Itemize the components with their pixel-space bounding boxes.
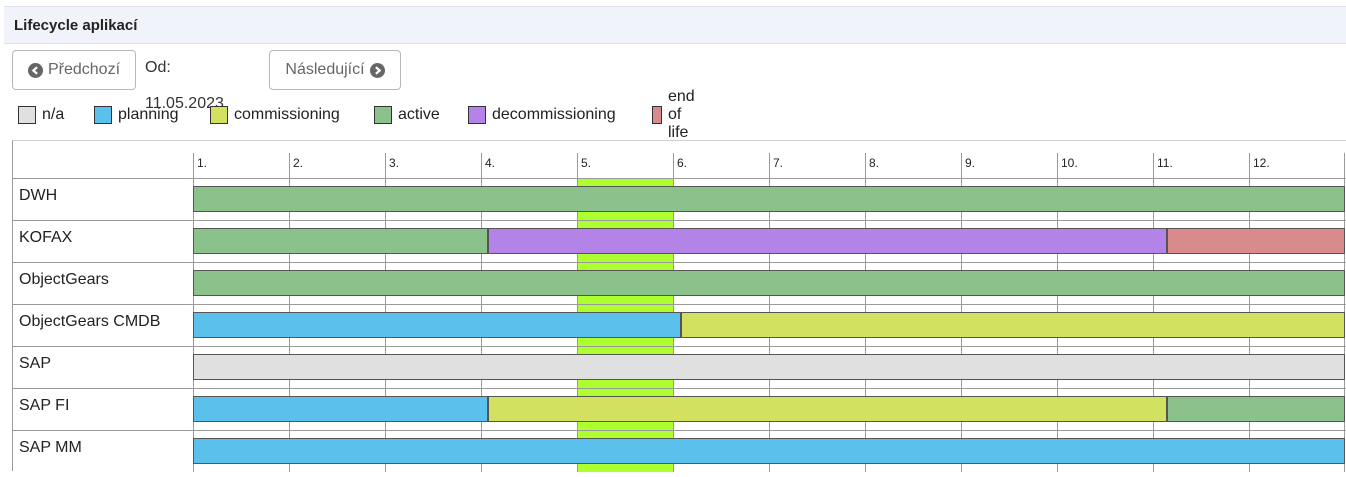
legend-swatch: [652, 106, 662, 124]
next-button[interactable]: Následující: [269, 50, 401, 90]
month-label: 6.: [677, 156, 688, 170]
application-row: KOFAX: [13, 220, 1346, 262]
lifecycle-bar-active[interactable]: [1167, 396, 1345, 422]
application-row: DWH: [13, 178, 1346, 220]
month-tick: [1057, 153, 1058, 178]
month-label: 5.: [581, 156, 592, 170]
month-label: 2.: [293, 156, 304, 170]
month-tick: [481, 153, 482, 178]
lifecycle-bar-active[interactable]: [193, 270, 1345, 296]
month-label: 10.: [1061, 156, 1078, 170]
legend-swatch: [210, 106, 228, 124]
legend-item-planning: planning: [94, 104, 179, 126]
month-label: 4.: [485, 156, 496, 170]
lifecycle-bar-na[interactable]: [193, 354, 1345, 380]
month-tick: [1249, 153, 1250, 178]
month-tick: [1153, 153, 1154, 178]
legend-item-active: active: [374, 104, 440, 126]
month-tick: [769, 153, 770, 178]
application-name: DWH: [19, 187, 58, 204]
application-row: ObjectGears CMDB: [13, 304, 1346, 346]
legend-label: n/a: [42, 106, 65, 123]
lifecycle-bar-end-of-life[interactable]: [1167, 228, 1345, 254]
application-name: SAP MM: [19, 439, 82, 456]
application-row: ObjectGears: [13, 262, 1346, 304]
month-label: 7.: [773, 156, 784, 170]
application-name: SAP: [19, 355, 52, 372]
lifecycle-bar-planning[interactable]: [193, 438, 1345, 464]
lifecycle-bar-decommissioning[interactable]: [487, 228, 1168, 254]
month-tick: [193, 153, 194, 178]
legend-label: active: [398, 106, 440, 123]
date-from-label: Od: 11.05.2023: [145, 59, 224, 112]
month-label: 1.: [197, 156, 208, 170]
month-tick: [865, 153, 866, 178]
application-name: ObjectGears: [19, 271, 109, 288]
month-tick: [673, 153, 674, 178]
previous-button-label: Předchozí: [47, 61, 121, 78]
month-label: 9.: [965, 156, 976, 170]
month-label: 12.: [1253, 156, 1270, 170]
legend-item-na: n/a: [18, 104, 64, 126]
month-label: 11.: [1157, 156, 1173, 170]
panel-title: Lifecycle aplikací: [4, 6, 1346, 44]
application-row: SAP: [13, 346, 1346, 388]
legend-item-decommissioning: decommissioning: [468, 104, 616, 126]
legend-item-end_of_life: end of life: [652, 88, 703, 141]
legend-swatch: [18, 106, 36, 124]
arrow-left-circle-icon: [27, 62, 43, 78]
lifecycle-bar-planning[interactable]: [193, 312, 681, 338]
legend-label: planning: [118, 106, 179, 123]
next-button-label: Následující: [285, 61, 365, 78]
previous-button[interactable]: Předchozí: [12, 50, 136, 90]
arrow-right-circle-icon: [369, 62, 385, 78]
legend-swatch: [94, 106, 112, 124]
month-label: 3.: [389, 156, 400, 170]
legend-item-commissioning: commissioning: [210, 104, 340, 126]
application-row: SAP MM: [13, 430, 1346, 472]
legend-swatch: [374, 106, 392, 124]
lifecycle-bar-active[interactable]: [193, 228, 488, 254]
month-tick: [577, 153, 578, 178]
month-tick: [289, 153, 290, 178]
lifecycle-bar-active[interactable]: [193, 186, 1345, 212]
lifecycle-gantt-grid: 1. 2. 3. 4. 5. 6. 7. 8. 9. 10. 11. 12. DWH KOFAX Objec…: [12, 140, 1346, 472]
lifecycle-bar-commissioning[interactable]: [680, 312, 1345, 338]
legend-swatch: [468, 106, 486, 124]
legend-label: commissioning: [234, 106, 340, 123]
lifecycle-bar-commissioning[interactable]: [487, 396, 1168, 422]
lifecycle-bar-planning[interactable]: [193, 396, 488, 422]
legend-label: end of life: [668, 88, 695, 141]
month-tick: [961, 153, 962, 178]
application-name: KOFAX: [19, 229, 73, 246]
application-name: SAP FI: [19, 397, 70, 414]
application-row: SAP FI: [13, 388, 1346, 430]
legend-label: decommissioning: [492, 106, 616, 123]
application-name: ObjectGears CMDB: [19, 313, 161, 330]
month-tick: [385, 153, 386, 178]
month-label: 8.: [869, 156, 880, 170]
